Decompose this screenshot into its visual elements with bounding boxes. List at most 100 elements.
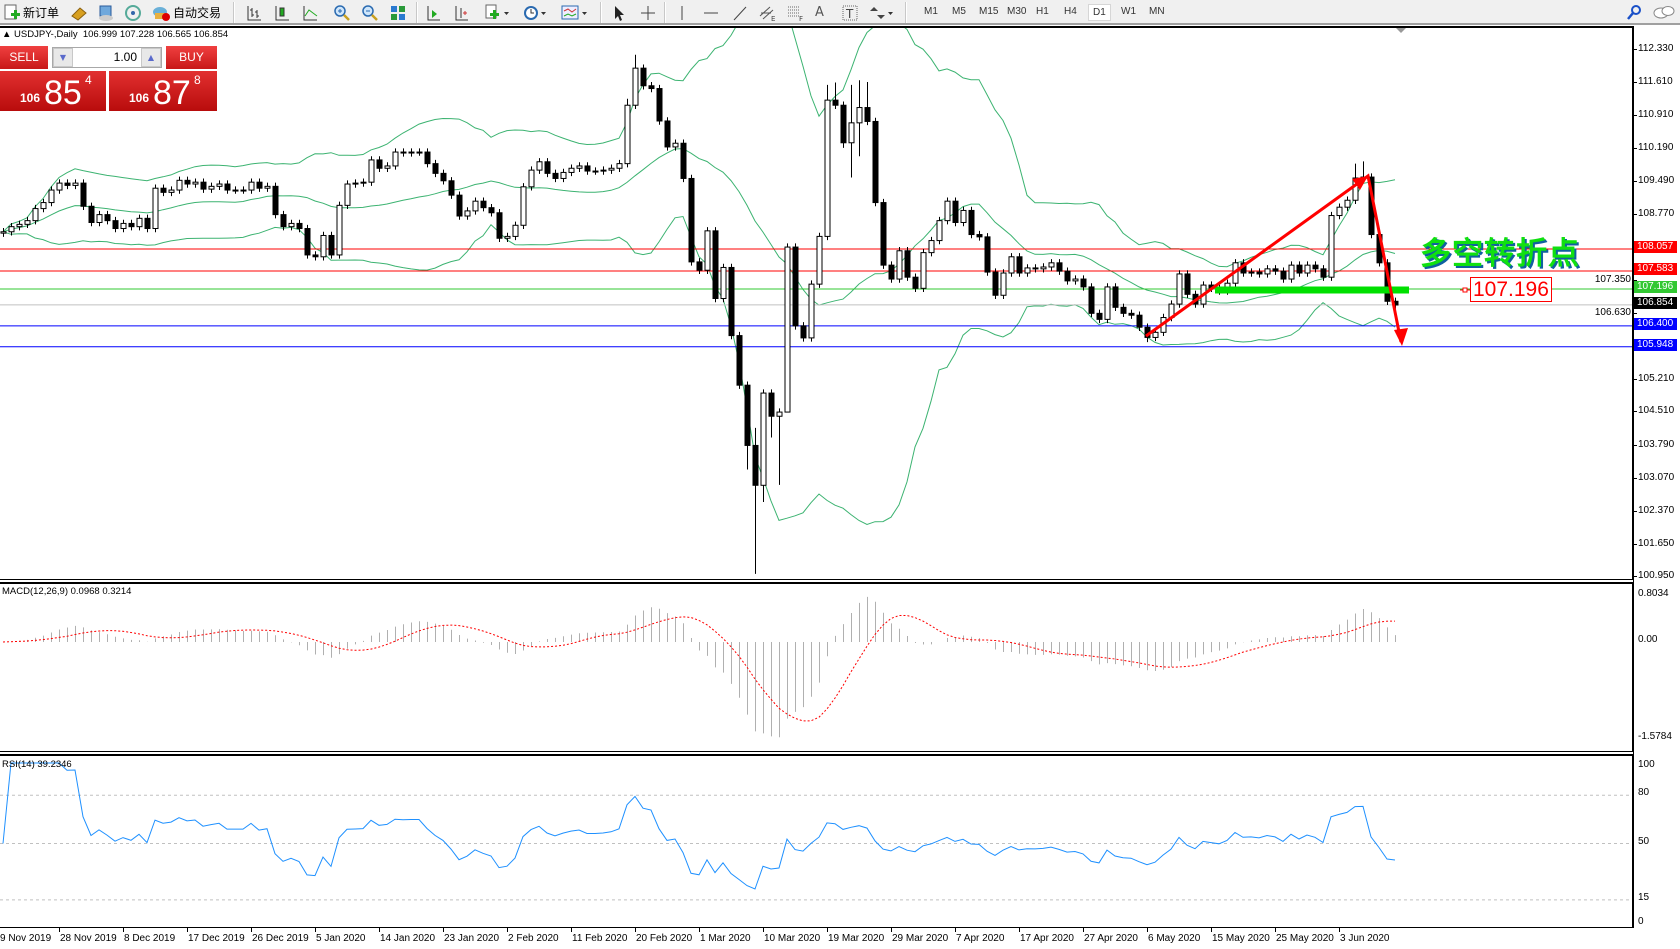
candle (904, 247, 911, 281)
candle (32, 204, 39, 225)
lot-increase-button[interactable]: ▲ (141, 48, 161, 67)
text-button[interactable]: A (815, 3, 824, 22)
candle (992, 268, 999, 299)
macd-label: MACD(12,26,9) 0.0968 0.3214 (2, 586, 132, 597)
date-axis-tick (1275, 928, 1276, 932)
candle (224, 180, 231, 194)
timeframe-m15[interactable]: M15 (979, 6, 999, 17)
price-axis-label: 107.350 (1594, 273, 1631, 285)
bar-chart-button[interactable] (245, 3, 263, 22)
timeframe-m1[interactable]: M1 (924, 6, 938, 17)
fibonacci-button[interactable]: F (786, 3, 806, 22)
candle (1328, 211, 1335, 281)
candle (1056, 259, 1063, 275)
date-axis-tick (59, 928, 60, 932)
bollinger-lower-band (2, 215, 1396, 526)
candle (696, 258, 703, 274)
sell-price-button[interactable]: 106 85 4 (0, 71, 106, 111)
candle (824, 84, 831, 241)
buy-button[interactable]: BUY (166, 46, 217, 70)
lot-size-stepper[interactable]: ▼ 1.00 ▲ (52, 47, 162, 68)
timeframe-m5[interactable]: M5 (952, 6, 966, 17)
macd-axis-label: -1.5784 (1638, 731, 1672, 743)
candle (776, 408, 783, 485)
market-watch-button[interactable] (97, 3, 115, 22)
sell-button[interactable]: SELL (0, 46, 48, 70)
candle (960, 206, 967, 227)
timeframe-h1[interactable]: H1 (1036, 6, 1049, 17)
price-axis-tick (1633, 576, 1637, 578)
chart-shift-button[interactable] (452, 3, 470, 22)
vertical-line-button[interactable] (673, 3, 691, 22)
candle (72, 179, 79, 190)
timeframe-d1[interactable]: D1 (1088, 4, 1111, 21)
candle (920, 248, 927, 293)
candle (488, 203, 495, 217)
zoom-out-button[interactable] (361, 3, 379, 22)
candle (552, 169, 559, 183)
buy-price-button[interactable]: 106 87 8 (109, 71, 217, 111)
candle (1312, 261, 1319, 273)
auto-trading-button[interactable]: 自动交易 (152, 3, 221, 22)
candle (1112, 283, 1119, 312)
candle (536, 158, 543, 174)
candle (464, 207, 471, 220)
toolbar-separator (233, 2, 235, 23)
search-button[interactable] (1625, 3, 1643, 22)
candle (504, 232, 511, 242)
price-axis-tick (1633, 114, 1637, 116)
date-axis-label: 6 May 2020 (1148, 933, 1201, 944)
annotation-title: 多空转折点 (1420, 236, 1580, 272)
signals-button[interactable] (124, 3, 142, 22)
candle (256, 178, 263, 192)
trendline-button[interactable] (731, 3, 749, 22)
timeframe-h4[interactable]: H4 (1064, 6, 1077, 17)
cursor-button[interactable] (610, 3, 628, 22)
main-chart-pane[interactable]: ▲ USDJPY-,Daily 106.999 107.228 106.565 … (0, 26, 1633, 580)
gold-bars-button[interactable] (70, 3, 88, 22)
trend-arrow[interactable] (1145, 173, 1403, 343)
candle (144, 214, 151, 233)
macd-pane[interactable]: MACD(12,26,9) 0.0968 0.3214 (0, 582, 1633, 752)
lot-size-input[interactable]: 1.00 (113, 50, 137, 64)
timeframe-m30[interactable]: M30 (1007, 6, 1027, 17)
date-axis-tick (1147, 928, 1148, 932)
crosshair-button[interactable] (639, 3, 657, 22)
candle (888, 261, 895, 283)
lot-decrease-button[interactable]: ▼ (53, 48, 73, 67)
candlestick-button[interactable] (273, 3, 291, 22)
timeframe-w1[interactable]: W1 (1121, 6, 1136, 17)
rsi-pane[interactable]: RSI(14) 39.2346 (0, 754, 1633, 928)
line-chart-button[interactable] (301, 3, 319, 22)
indicators-button[interactable] (484, 3, 510, 22)
candle (80, 179, 87, 210)
price-axis-tick (1633, 411, 1637, 413)
chat-button[interactable] (1652, 3, 1676, 22)
arrows-button[interactable] (869, 3, 895, 22)
equidistant-channel-button[interactable]: E (758, 3, 778, 22)
toolbar-separator (905, 2, 907, 23)
date-axis-tick (315, 928, 316, 932)
candle (160, 184, 167, 197)
candle (968, 206, 975, 239)
horizontal-line-button[interactable] (702, 3, 720, 22)
chart-shift-marker[interactable] (1396, 28, 1406, 33)
candle (704, 227, 711, 274)
periods-button[interactable] (522, 3, 548, 22)
new-order-button[interactable]: 新订单 (3, 3, 59, 22)
price-box-anchor (1462, 287, 1468, 293)
new-order-icon (4, 4, 20, 19)
symbol-label: USDJPY-,Daily (14, 29, 78, 40)
tile-windows-button[interactable] (389, 3, 407, 22)
collapse-triangle-icon[interactable]: ▲ (2, 29, 12, 40)
text-label-button[interactable]: T (841, 3, 859, 22)
templates-button[interactable] (561, 3, 589, 22)
candle (872, 117, 879, 207)
rsi-axis-label: 100 (1638, 759, 1655, 770)
auto-scroll-button[interactable] (424, 3, 442, 22)
price-axis-tick (1633, 544, 1637, 546)
price-axis-tick (1633, 148, 1637, 150)
price-axis-tick (1633, 510, 1637, 512)
timeframe-mn[interactable]: MN (1149, 6, 1165, 17)
zoom-in-button[interactable] (333, 3, 351, 22)
